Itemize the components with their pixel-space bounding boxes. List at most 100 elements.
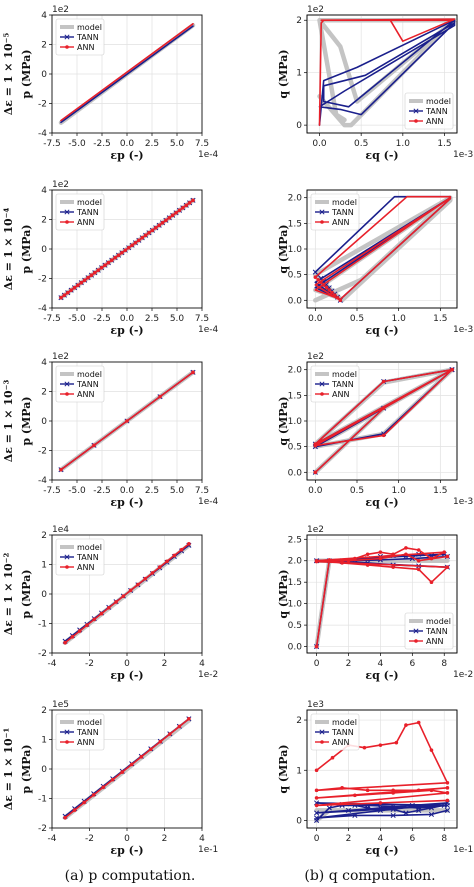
legend-label-ann: ANN	[77, 218, 94, 227]
x-multiplier: 1e-4	[198, 497, 219, 507]
data-point-ann	[365, 552, 370, 557]
data-point-ann	[130, 243, 134, 248]
data-point-ann	[340, 786, 344, 790]
y-multiplier: 1e2	[307, 525, 324, 535]
x-tick-label: 6	[409, 659, 415, 669]
data-point-ann	[378, 550, 383, 554]
data-point-ann	[187, 201, 192, 205]
series-group	[314, 720, 450, 824]
data-point-ann	[129, 762, 134, 767]
legend-label-tann: TANN	[76, 553, 99, 562]
y-axis-label: p (MPa)	[20, 569, 33, 618]
data-point-tann	[428, 805, 435, 811]
plot-border	[51, 534, 203, 654]
series-line-ann	[318, 18, 456, 126]
x-tick-label: 0.0	[312, 139, 327, 149]
data-point-tann	[444, 800, 450, 806]
data-point-ann	[106, 260, 111, 265]
data-point-ann	[404, 552, 408, 557]
x-tick-label: -7.5	[43, 314, 61, 324]
y-tick-label: 2	[41, 388, 47, 398]
x-tick-label: -2.5	[93, 486, 111, 496]
y-tick-label: 2	[41, 216, 47, 226]
data-point-tann	[314, 815, 320, 821]
y-multiplier: 1e2	[52, 352, 69, 362]
legend-label-model: model	[332, 370, 357, 379]
x-axis-label: εq (-)	[365, 324, 398, 337]
data-point-ann	[148, 747, 153, 752]
series-line-ann	[60, 23, 194, 122]
x-tick-label: 2	[162, 659, 168, 669]
data-point-ann	[107, 605, 111, 610]
series-group	[312, 195, 453, 303]
y-tick-label: 0.5	[288, 271, 302, 281]
data-point-tann	[377, 805, 383, 811]
x-tick-label: 8	[441, 834, 447, 844]
x-tick-label: 7.5	[195, 486, 209, 496]
data-point-ann	[123, 248, 128, 253]
data-point-ann	[187, 542, 191, 546]
y-tick-label: 1.0	[288, 600, 303, 610]
data-point-ann	[314, 796, 319, 800]
legend-marker-tann	[319, 209, 325, 215]
y-multiplier: 1e2	[307, 5, 324, 15]
chart-a2: -7.5 -5.0 -2.5 0.0 2.5 5.0 7.5 -4 -2 0 2 4 1e2 1e-4 εp…	[20, 180, 219, 337]
data-point-ann	[445, 781, 450, 785]
data-point-ann	[404, 723, 408, 727]
data-point-tann	[314, 810, 320, 816]
plot-border	[306, 534, 458, 654]
data-point-ann	[445, 791, 450, 795]
x-axis-label: εq (-)	[365, 669, 398, 682]
chart-b4: 0 2 4 6 8 0.0 0.5 1.0 1.5 2.0 2.5 1e2 1e-2 εq (-) q (M…	[277, 525, 473, 682]
data-point-ann	[172, 553, 177, 558]
chart-b2: 0.0 0.5 1.0 1.5 0.0 0.5 1.0 1.5 2.0 1e-3 εq (-) q (…	[277, 189, 473, 337]
data-point-ann	[191, 198, 195, 203]
data-point-ann	[99, 611, 104, 616]
legend-label-ann: ANN	[77, 43, 94, 52]
series-line-tann	[318, 19, 456, 126]
x-multiplier: 1e-2	[198, 670, 218, 680]
x-tick-label: -7.5	[43, 486, 61, 496]
series-group	[62, 542, 192, 645]
plot-border	[51, 709, 203, 829]
x-tick-label: 0.0	[308, 486, 323, 496]
x-tick-label: 0.5	[350, 314, 364, 324]
data-point-ann	[346, 558, 351, 563]
x-tick-label: 4	[378, 834, 384, 844]
plot-border	[51, 189, 203, 309]
legend-label-tann: TANN	[76, 728, 99, 737]
data-point-ann	[120, 770, 125, 774]
data-point-ann	[191, 370, 195, 375]
data-point-ann	[429, 788, 434, 793]
y-tick-label: 1	[41, 561, 47, 571]
caption-a: (a) p computation.	[65, 868, 196, 884]
y-tick-label: -4	[38, 304, 47, 314]
x-tick-label: 2.5	[145, 139, 159, 149]
legend-label-tann: TANN	[425, 627, 448, 636]
data-point-ann	[140, 235, 145, 240]
data-point-ann	[167, 215, 172, 220]
data-point-ann	[362, 745, 367, 750]
data-point-ann	[65, 290, 70, 295]
y-tick-label: 0.0	[288, 296, 303, 306]
y-multiplier: 1e3	[307, 700, 324, 710]
legend-label-model: model	[332, 198, 357, 207]
x-tick-label: -2.5	[93, 139, 111, 149]
data-point-ann	[143, 576, 147, 581]
y-axis-label: p (MPa)	[20, 224, 33, 273]
series-group	[62, 716, 192, 820]
legend-label-model: model	[77, 23, 102, 32]
series-line-ann	[64, 718, 190, 819]
x-tick-label: -7.5	[43, 139, 61, 149]
data-point-ann	[150, 571, 155, 575]
data-point-tann	[444, 807, 450, 813]
row-label-delta-epsilon: Δε = 1 × 10⁻¹	[2, 728, 15, 811]
data-point-ann	[391, 791, 395, 795]
data-point-ann	[316, 277, 320, 282]
data-point-ann	[313, 275, 318, 280]
